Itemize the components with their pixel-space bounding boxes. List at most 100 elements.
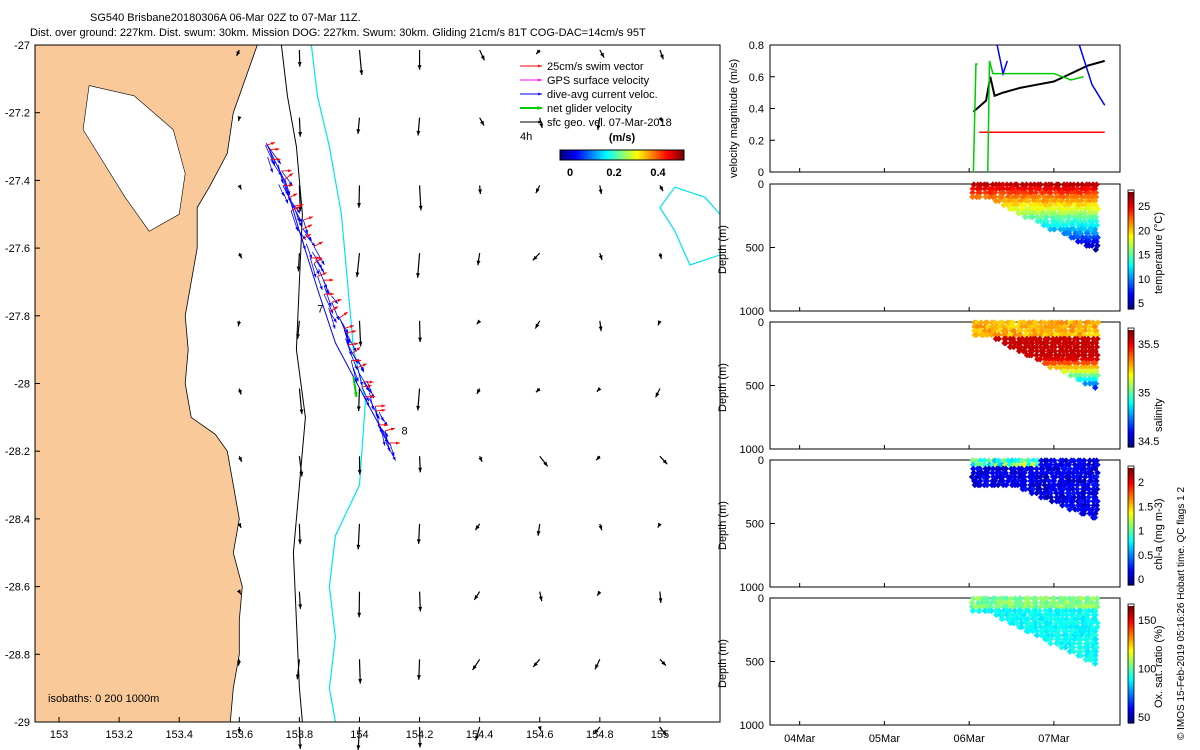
oxygen-cbar-cell bbox=[1128, 713, 1134, 716]
chla-point bbox=[996, 469, 1004, 477]
temperature-cbar-cell bbox=[1128, 244, 1134, 248]
swim-vector bbox=[284, 172, 294, 180]
temperature-cbar-cell bbox=[1128, 199, 1134, 203]
sfc-geo-vector-head bbox=[595, 664, 599, 670]
swim-vector bbox=[364, 395, 375, 399]
chla-ytick-label: 500 bbox=[746, 519, 764, 531]
dac-vector-shaft bbox=[358, 372, 372, 394]
salinity-cbar-cell bbox=[1128, 445, 1134, 448]
sfc-geo-vector-head bbox=[659, 186, 664, 192]
oxygen-point bbox=[995, 603, 1003, 611]
oxygen-cbar-cell bbox=[1128, 672, 1134, 675]
isobath-1000m bbox=[310, 45, 367, 722]
oxygen-cbar-cell bbox=[1128, 631, 1134, 634]
sfc-geo-vector-head bbox=[417, 65, 422, 70]
sfc-geo-vector bbox=[473, 591, 481, 601]
chla-point bbox=[1021, 473, 1028, 481]
chla-cbar-cell bbox=[1128, 540, 1134, 543]
colorbar-cell bbox=[578, 150, 581, 160]
dac-vector-head bbox=[319, 286, 323, 290]
chla-cbar-cell bbox=[1128, 516, 1134, 520]
swim-vector-head bbox=[362, 363, 367, 367]
sfc-geo-vector bbox=[598, 523, 603, 531]
temperature-cbar-cell bbox=[1128, 209, 1134, 213]
sfc-geo-vector bbox=[537, 725, 542, 732]
colorbar-cell bbox=[652, 150, 655, 160]
salinity-point bbox=[1006, 331, 1014, 339]
chla-point bbox=[984, 473, 991, 481]
map-ytick-label: -28.2 bbox=[5, 446, 30, 458]
chla-point bbox=[977, 461, 984, 468]
sfc-geo-vector-head bbox=[299, 471, 304, 477]
sfc-geo-vector-head bbox=[476, 319, 482, 325]
salinity-cbar-tick-label: 34.5 bbox=[1138, 436, 1159, 448]
salinity-point bbox=[980, 331, 987, 339]
sfc-geo-vector-head bbox=[535, 188, 540, 194]
sfc-geo-vector bbox=[418, 320, 422, 343]
date-xtick-label: 07Mar bbox=[1038, 733, 1070, 745]
salinity-cbar-cell bbox=[1128, 386, 1134, 390]
sfc-geo-vector bbox=[478, 185, 482, 195]
dac-vector-head bbox=[320, 268, 324, 273]
chla-cbar-cell bbox=[1128, 499, 1134, 502]
dac-vector bbox=[385, 442, 396, 461]
isobath-legend: isobaths: 0 200 1000m bbox=[48, 693, 159, 705]
oxygen-point bbox=[984, 595, 991, 602]
sfc-geo-vector bbox=[598, 185, 603, 195]
chla-point bbox=[983, 477, 991, 485]
oxygen-cbar-cell bbox=[1128, 703, 1134, 707]
swim-vector bbox=[389, 441, 400, 445]
colorbar-cell bbox=[622, 150, 625, 160]
sfc-geo-vector-head bbox=[597, 590, 602, 596]
chla-cbar-cell bbox=[1128, 520, 1134, 524]
swim-vector bbox=[303, 216, 313, 221]
salinity-point bbox=[995, 331, 1002, 339]
oxygen-cbar-tick-label: 150 bbox=[1138, 615, 1156, 627]
swim-vector-head bbox=[318, 257, 323, 262]
colorbar-cell bbox=[608, 150, 611, 160]
chla-cbar-cell bbox=[1128, 512, 1134, 516]
oxygen-cbar-cell bbox=[1128, 676, 1134, 679]
sfc-geo-vector-head bbox=[237, 116, 242, 122]
oxygen-point bbox=[991, 595, 999, 602]
sfc-geo-vector bbox=[598, 320, 603, 332]
temperature-cbar-cell bbox=[1128, 221, 1134, 224]
oxygen-point bbox=[1081, 607, 1089, 615]
chla-point bbox=[976, 473, 983, 481]
temperature-cbar-cell bbox=[1128, 301, 1134, 304]
map-ytick-label: -28 bbox=[14, 379, 30, 391]
oxygen-cbar-tick-label: 100 bbox=[1138, 664, 1156, 676]
sfc-geo-vector-head bbox=[237, 321, 242, 327]
colorbar-cell bbox=[674, 150, 677, 160]
chla-cbar-cell bbox=[1128, 495, 1134, 498]
oxygen-cbar-cell bbox=[1128, 650, 1134, 654]
sfc-geo-vector-head bbox=[478, 456, 483, 462]
temperature-cbar-cell bbox=[1128, 266, 1134, 269]
chla-cbar-cell bbox=[1128, 547, 1134, 551]
chla-cbar-cell bbox=[1128, 581, 1134, 584]
salinity-cbar-cell bbox=[1128, 396, 1134, 399]
dac-vector bbox=[323, 285, 332, 307]
colorbar-cell bbox=[616, 150, 619, 160]
swim-vector-head bbox=[396, 441, 400, 445]
colorbar-cell bbox=[586, 150, 589, 160]
dac-vector-shaft bbox=[266, 144, 282, 165]
oxygen-cbar-cell bbox=[1128, 705, 1134, 708]
velocity-ylabel: velocity magnitude (m/s) bbox=[728, 59, 740, 178]
temperature-point bbox=[1000, 201, 1008, 209]
dac-vector-head bbox=[391, 452, 395, 457]
temperature-point bbox=[976, 185, 984, 192]
swim-vector bbox=[313, 241, 323, 247]
legend-label: 25cm/s swim vector bbox=[547, 61, 644, 73]
colorbar-cell bbox=[682, 150, 685, 160]
temperature-point bbox=[991, 189, 999, 197]
salinity-cbar-cell bbox=[1128, 349, 1134, 353]
swim-vector-head bbox=[299, 203, 304, 207]
dac-vector-head bbox=[336, 316, 339, 321]
swim-vector-head bbox=[308, 224, 313, 228]
swim-vector-head bbox=[337, 299, 342, 303]
oxygen-cbar-cell bbox=[1128, 674, 1134, 677]
dac-vector bbox=[381, 432, 386, 446]
temperature-cbar-cell bbox=[1128, 277, 1134, 281]
sfc-geo-vector bbox=[356, 388, 361, 412]
